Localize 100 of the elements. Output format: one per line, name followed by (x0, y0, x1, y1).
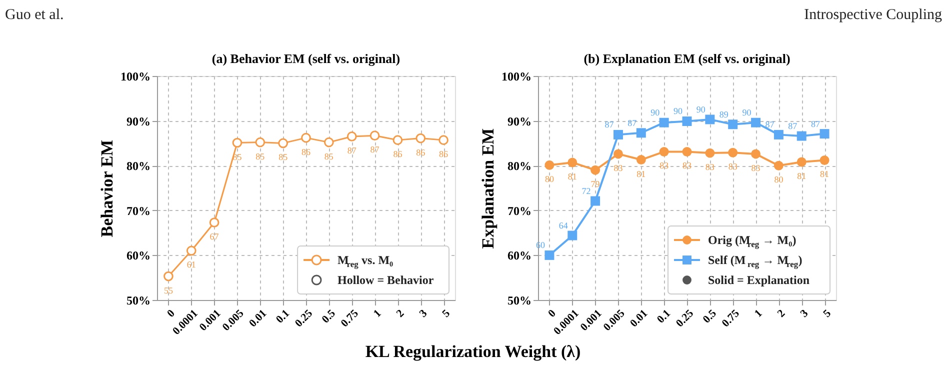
y-axis-title: Behavior EM (98, 140, 116, 238)
point (820, 129, 830, 139)
data-label: 87 (370, 144, 380, 155)
data-label: 87 (628, 118, 638, 128)
y-tick-label: 90% (126, 114, 150, 128)
point (659, 146, 669, 156)
data-label: 87 (347, 145, 357, 156)
point (636, 155, 646, 165)
x-tick-label: 0.25 (674, 307, 696, 330)
point (568, 158, 578, 168)
x-tick-label: 0 (165, 307, 178, 320)
point (751, 149, 761, 159)
point (705, 114, 715, 124)
data-label: 85 (256, 151, 266, 162)
data-label: 81 (820, 169, 830, 180)
x-tick-label: 0.01 (628, 308, 650, 330)
data-label: 81 (568, 171, 577, 182)
x-tick-label: 0 (546, 307, 559, 320)
data-label: 83 (751, 162, 761, 173)
data-label: 89 (719, 109, 729, 120)
point (186, 246, 196, 256)
point (370, 130, 380, 141)
x-tick-label: 0.5 (700, 307, 720, 326)
x-tick-label: 0.1 (654, 308, 674, 326)
point (774, 130, 784, 140)
point (255, 137, 266, 148)
x-tick-label: 3 (417, 307, 430, 320)
data-label: 85 (278, 152, 288, 162)
data-label: 87 (788, 121, 798, 132)
data-label: 90 (674, 106, 683, 116)
point (164, 271, 174, 282)
point (544, 250, 554, 260)
data-label: 85 (324, 151, 334, 162)
data-label: 83 (705, 162, 715, 172)
point (392, 135, 403, 145)
y-tick-label: 70% (508, 204, 532, 218)
point (820, 155, 830, 165)
y-tick-label: 70% (126, 204, 150, 218)
point (796, 131, 806, 141)
y-tick-label: 100% (502, 70, 532, 84)
point (682, 116, 692, 126)
data-label: 86 (302, 146, 311, 157)
point (796, 157, 806, 167)
point (590, 196, 600, 206)
data-label: 67 (210, 231, 220, 242)
y-tick-label: 80% (126, 159, 150, 174)
point (278, 138, 288, 148)
data-label: 83 (728, 162, 738, 172)
x-axis-title: KL Regularization Weight (λ) (365, 342, 581, 361)
point (751, 118, 761, 128)
data-label: 72 (582, 186, 591, 196)
point (301, 132, 311, 143)
x-tick-label: 0.75 (720, 307, 742, 330)
data-label: 90 (742, 108, 752, 118)
text: Introspective Coupling (804, 7, 942, 23)
data-label: 61 (186, 260, 196, 270)
data-label: 81 (636, 168, 646, 179)
x-tick-label: 1 (752, 308, 765, 320)
y-tick-label: 50% (508, 294, 532, 308)
point (416, 133, 426, 144)
x-tick-label: 0.25 (292, 307, 316, 330)
y-tick-label: 60% (126, 248, 150, 263)
x-tick-label: 0.75 (338, 307, 362, 330)
data-label: 87 (811, 118, 821, 129)
point (636, 128, 646, 138)
data-label: 55 (164, 285, 174, 296)
point (705, 148, 715, 158)
y-tick-label: 100% (120, 70, 150, 84)
data-label: 83 (614, 162, 624, 173)
data-label: 87 (765, 120, 775, 130)
point (682, 146, 692, 156)
x-tick-label: 2 (394, 307, 408, 320)
point (324, 137, 334, 148)
y-tick-label: 90% (508, 114, 532, 128)
point (232, 138, 242, 148)
point (438, 135, 448, 145)
data-label: 87 (604, 120, 614, 130)
point (209, 218, 220, 228)
point (544, 160, 554, 170)
point (774, 160, 784, 170)
y-tick-label: 50% (126, 294, 150, 308)
data-label: 64 (558, 220, 568, 230)
y-axis-title: Explanation EM (478, 128, 498, 249)
data-label: 86 (439, 149, 449, 160)
point (728, 120, 738, 130)
data-label: 83 (682, 160, 692, 171)
chart-title: (a) Behavior EM (self vs. original) (212, 51, 400, 66)
data-label: 86 (393, 149, 403, 160)
y-tick-label: 80% (508, 159, 532, 174)
point (613, 130, 623, 140)
data-label: 80 (544, 174, 554, 184)
point (568, 230, 578, 240)
y-tick-label: 60% (508, 248, 532, 263)
chart-title: (b) Explanation EM (self vs. original) (584, 51, 790, 66)
point (613, 149, 623, 159)
x-tick-label: 5 (440, 307, 453, 320)
x-tick-label: 3 (798, 307, 811, 320)
legend-label: Hollow = Behavior (338, 273, 434, 287)
data-label: 79 (590, 179, 600, 190)
data-label: 90 (650, 108, 660, 118)
